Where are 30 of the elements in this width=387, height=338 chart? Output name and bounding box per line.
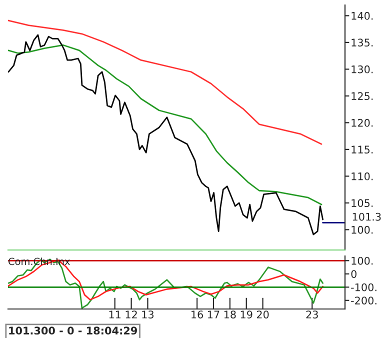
y-tick-label: -200.	[351, 296, 376, 304]
x-tick-label: 18	[224, 310, 236, 318]
line-series	[8, 20, 322, 145]
x-tick-label: 19	[240, 310, 252, 318]
x-tick-label: 20	[256, 310, 269, 318]
y-tick-label: 120.	[352, 118, 373, 127]
y-tick-label: 130.	[352, 65, 373, 74]
y-tick-label: 0	[351, 270, 356, 278]
y-tick-label: 100.	[352, 226, 373, 234]
ref-line-label: 101.3	[352, 212, 381, 221]
y-tick-label: 100.	[352, 256, 373, 265]
x-tick-label: 11	[109, 310, 121, 318]
line-series	[8, 34, 324, 236]
x-tick-label: 16	[192, 310, 204, 318]
line-series	[8, 258, 324, 309]
y-tick-label: 105.	[352, 199, 373, 208]
y-tick-label: -100.	[351, 283, 376, 292]
line-series	[8, 44, 322, 206]
y-tick-label: 110.	[352, 172, 373, 180]
y-tick-label: 135.	[352, 38, 373, 47]
chart-title: Com.Chn.Inx	[8, 258, 70, 266]
text: 101.300 - 0 - 18:04:29	[9, 326, 137, 335]
y-tick-label: 115.	[352, 146, 373, 154]
y-tick-label: 125.	[352, 92, 373, 100]
x-tick-label: 12	[126, 310, 137, 318]
x-tick-label: 23	[306, 310, 318, 318]
x-tick-label: 13	[142, 310, 154, 318]
y-tick-label: 140.	[352, 12, 373, 20]
line-series	[8, 259, 324, 300]
x-tick-label: 17	[208, 310, 220, 318]
